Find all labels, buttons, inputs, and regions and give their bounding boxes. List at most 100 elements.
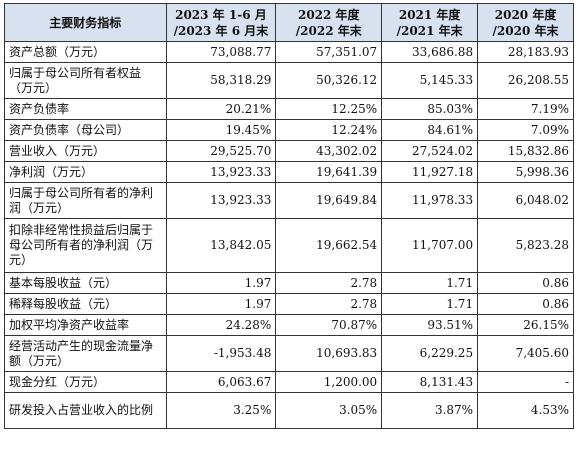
- cell-value: 5,145.33: [381, 62, 479, 99]
- row-label: 现金分红（万元）: [4, 371, 167, 393]
- cell-value: -: [477, 371, 574, 393]
- header-2021-line1: 2021 年度: [398, 7, 461, 22]
- row-label: 加权平均净资产收益率: [4, 314, 167, 336]
- cell-value: 57,351.07: [275, 41, 383, 63]
- cell-value: 24.28%: [165, 314, 277, 336]
- row-label: 资产总额（万元）: [4, 41, 167, 63]
- cell-value: 1,200.00: [275, 371, 383, 393]
- cell-value: 70.87%: [275, 314, 383, 336]
- cell-value: 3.25%: [165, 392, 277, 429]
- financial-indicators-table: 主要财务指标 2023 年 1-6 月 /2023 年 6 月末 2022 年度…: [4, 3, 574, 429]
- header-cell-2023h1: 2023 年 1-6 月 /2023 年 6 月末: [165, 3, 277, 42]
- row-label: 经营活动产生的现金流量净额（万元）: [4, 335, 167, 372]
- cell-value: 26.15%: [477, 314, 574, 336]
- cell-value: 73,088.77: [165, 41, 277, 63]
- cell-value: 12.24%: [275, 119, 383, 141]
- table-row: 加权平均净资产收益率 24.28% 70.87% 93.51% 26.15%: [4, 314, 574, 336]
- header-2023h1-line1: 2023 年 1-6 月: [175, 7, 267, 22]
- cell-value: 11,927.18: [381, 161, 479, 183]
- cell-value: 20.21%: [165, 98, 277, 120]
- header-cell-2022: 2022 年度 /2022 年末: [275, 3, 383, 42]
- cell-value: 10,693.83: [275, 335, 383, 372]
- table-row: 资产总额（万元） 73,088.77 57,351.07 33,686.88 2…: [4, 41, 574, 63]
- cell-value: 43,302.02: [275, 140, 383, 162]
- cell-value: 6,229.25: [381, 335, 479, 372]
- row-label: 净利润（万元）: [4, 161, 167, 183]
- cell-value: 2.78: [275, 293, 383, 315]
- table-row: 归属于母公司所有者权益（万元） 58,318.29 50,326.12 5,14…: [4, 62, 574, 99]
- cell-value: 3.87%: [381, 392, 479, 429]
- cell-value: 29,525.70: [165, 140, 277, 162]
- cell-value: 0.86: [477, 293, 574, 315]
- header-metric-label: 主要财务指标: [49, 15, 122, 30]
- cell-value: 19,649.84: [275, 182, 383, 219]
- table-row: 经营活动产生的现金流量净额（万元） -1,953.48 10,693.83 6,…: [4, 335, 574, 372]
- cell-value: 26,208.55: [477, 62, 574, 99]
- cell-value: 19,641.39: [275, 161, 383, 183]
- table-body: 资产总额（万元） 73,088.77 57,351.07 33,686.88 2…: [4, 41, 574, 429]
- header-2022-line2: /2022 年末: [295, 23, 362, 38]
- cell-value: 12.25%: [275, 98, 383, 120]
- cell-value: 19.45%: [165, 119, 277, 141]
- cell-value: 84.61%: [381, 119, 479, 141]
- table-row: 稀释每股收益（元） 1.97 2.78 1.71 0.86: [4, 293, 574, 315]
- cell-value: 1.71: [381, 293, 479, 315]
- table-row: 研发投入占营业收入的比例 3.25% 3.05% 3.87% 4.53%: [4, 392, 574, 429]
- cell-value: 13,923.33: [165, 161, 277, 183]
- cell-value: 1.71: [381, 272, 479, 294]
- cell-value: 5,823.28: [477, 218, 574, 273]
- cell-value: 1.97: [165, 272, 277, 294]
- cell-value: 4.53%: [477, 392, 574, 429]
- cell-value: 8,131.43: [381, 371, 479, 393]
- cell-value: 28,183.93: [477, 41, 574, 63]
- table-row: 基本每股收益（元） 1.97 2.78 1.71 0.86: [4, 272, 574, 294]
- table-row: 资产负债率（母公司） 19.45% 12.24% 84.61% 7.09%: [4, 119, 574, 141]
- header-cell-2021: 2021 年度 /2021 年末: [381, 3, 479, 42]
- cell-value: 2.78: [275, 272, 383, 294]
- cell-value: 7.19%: [477, 98, 574, 120]
- header-row: 主要财务指标 2023 年 1-6 月 /2023 年 6 月末 2022 年度…: [4, 3, 574, 42]
- cell-value: 0.86: [477, 272, 574, 294]
- cell-value: 85.03%: [381, 98, 479, 120]
- cell-value: 13,923.33: [165, 182, 277, 219]
- cell-value: 33,686.88: [381, 41, 479, 63]
- row-label: 稀释每股收益（元）: [4, 293, 167, 315]
- cell-value: 93.51%: [381, 314, 479, 336]
- cell-value: 3.05%: [275, 392, 383, 429]
- row-label: 资产负债率（母公司）: [4, 119, 167, 141]
- row-label: 营业收入（万元）: [4, 140, 167, 162]
- header-2021-line2: /2021 年末: [396, 23, 463, 38]
- table-row: 营业收入（万元） 29,525.70 43,302.02 27,524.02 1…: [4, 140, 574, 162]
- row-label: 资产负债率: [4, 98, 167, 120]
- header-2023h1-line2: /2023 年 6 月末: [173, 23, 269, 38]
- table-row: 净利润（万元） 13,923.33 19,641.39 11,927.18 5,…: [4, 161, 574, 183]
- row-label: 研发投入占营业收入的比例: [4, 392, 167, 429]
- cell-value: 11,978.33: [381, 182, 479, 219]
- cell-value: 27,524.02: [381, 140, 479, 162]
- cell-value: 7,405.60: [477, 335, 574, 372]
- header-2020-line1: 2020 年度: [494, 7, 557, 22]
- row-label: 基本每股收益（元）: [4, 272, 167, 294]
- cell-value: -1,953.48: [165, 335, 277, 372]
- table-header: 主要财务指标 2023 年 1-6 月 /2023 年 6 月末 2022 年度…: [4, 3, 574, 42]
- table-row: 资产负债率 20.21% 12.25% 85.03% 7.19%: [4, 98, 574, 120]
- table-row: 现金分红（万元） 6,063.67 1,200.00 8,131.43 -: [4, 371, 574, 393]
- cell-value: 50,326.12: [275, 62, 383, 99]
- table-row: 归属于母公司所有者的净利润（万元） 13,923.33 19,649.84 11…: [4, 182, 574, 219]
- cell-value: 13,842.05: [165, 218, 277, 273]
- row-label: 归属于母公司所有者权益（万元）: [4, 62, 167, 99]
- header-cell-metric: 主要财务指标: [4, 3, 167, 42]
- table-row: 扣除非经常性损益后归属于母公司所有者的净利润（万元） 13,842.05 19,…: [4, 218, 574, 273]
- cell-value: 58,318.29: [165, 62, 277, 99]
- cell-value: 7.09%: [477, 119, 574, 141]
- row-label: 扣除非经常性损益后归属于母公司所有者的净利润（万元）: [4, 218, 167, 273]
- cell-value: 6,048.02: [477, 182, 574, 219]
- cell-value: 15,832.86: [477, 140, 574, 162]
- cell-value: 6,063.67: [165, 371, 277, 393]
- row-label: 归属于母公司所有者的净利润（万元）: [4, 182, 167, 219]
- cell-value: 5,998.36: [477, 161, 574, 183]
- header-cell-2020: 2020 年度 /2020 年末: [477, 3, 574, 42]
- cell-value: 19,662.54: [275, 218, 383, 273]
- cell-value: 11,707.00: [381, 218, 479, 273]
- header-2022-line1: 2022 年度: [297, 7, 360, 22]
